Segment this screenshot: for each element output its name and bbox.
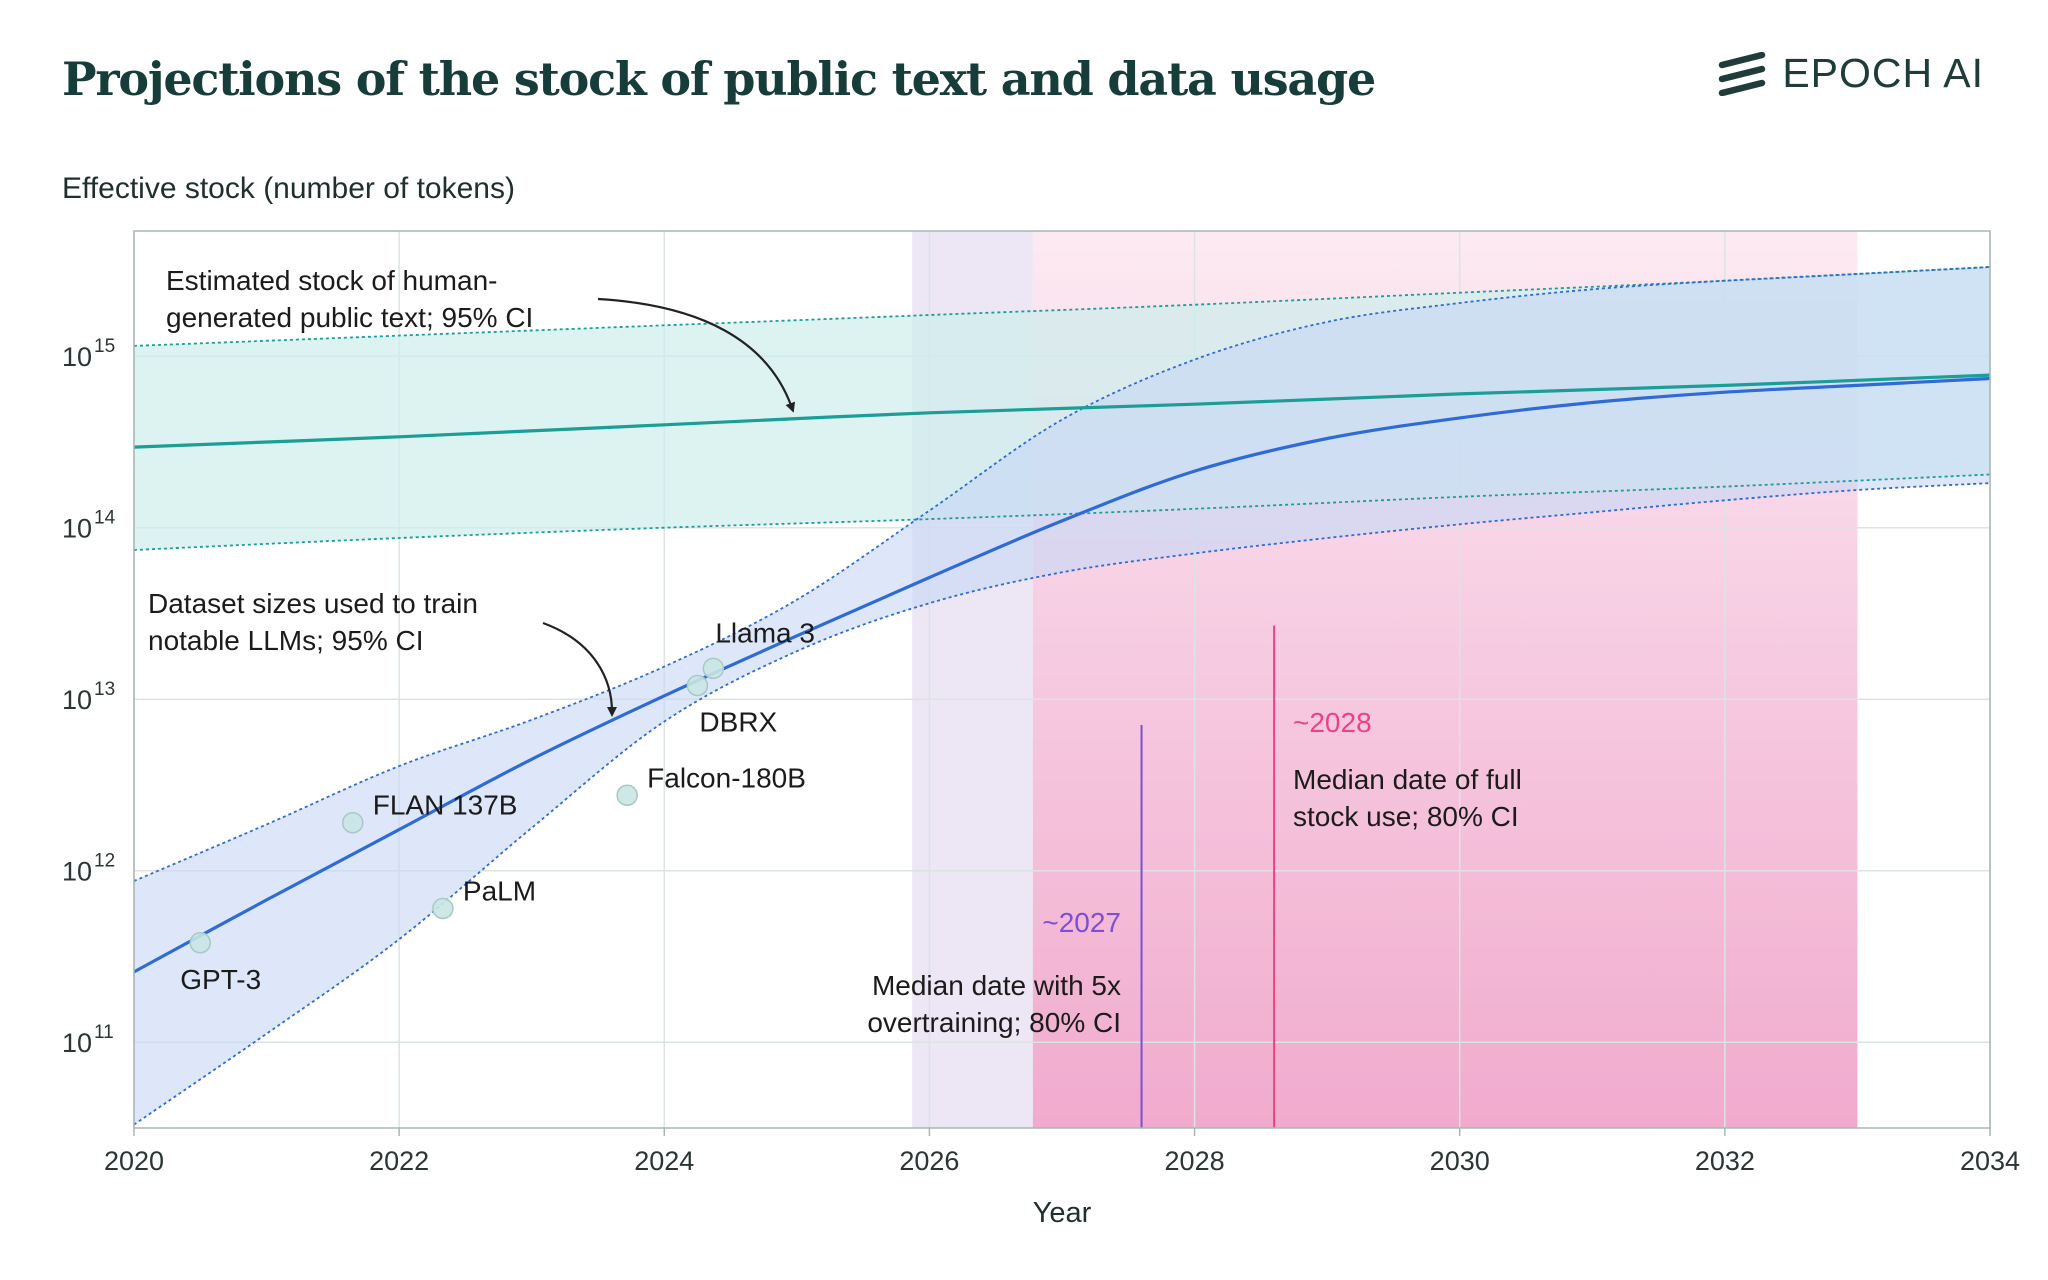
stock-annotation-line1: Estimated stock of human- <box>166 265 497 296</box>
page-title: Projections of the stock of public text … <box>62 52 1376 106</box>
x-tick-label-2022: 2022 <box>369 1146 429 1176</box>
model-label-llama-3: Llama 3 <box>715 617 815 648</box>
model-label-flan-137b: FLAN 137B <box>373 790 518 821</box>
fullstock-median-label: ~2028 <box>1293 707 1372 738</box>
y-axis-title: Effective stock (number of tokens) <box>62 172 515 205</box>
median-vlines: ~2027 ~2028 <box>1042 625 1372 1128</box>
dataset-annotation-line1: Dataset sizes used to train <box>148 588 478 619</box>
dataset-annotation-line2: notable LLMs; 95% CI <box>148 625 424 656</box>
x-tick-label-2026: 2026 <box>899 1146 959 1176</box>
x-tick-label-2028: 2028 <box>1165 1146 1225 1176</box>
epoch-logo-icon <box>1719 51 1766 96</box>
model-point-gpt-3 <box>189 932 212 954</box>
overtrain-annotation-line2: overtraining; 80% CI <box>867 1007 1121 1038</box>
y-tick-exponent-13: 13 <box>94 679 115 700</box>
dataset-upper-line <box>134 266 1990 882</box>
y-tick-label-15: 10 <box>62 342 92 372</box>
x-tick-label-2034: 2034 <box>1960 1146 2020 1176</box>
model-point-flan-137b <box>341 811 364 834</box>
model-label-dbrx: DBRX <box>699 707 777 738</box>
dataset-median-line <box>134 376 1990 974</box>
model-label-falcon-180b: Falcon-180B <box>647 762 806 793</box>
model-point-dbrx <box>686 674 709 697</box>
model-label-gpt-3: GPT-3 <box>180 964 261 995</box>
y-tick-label-11: 10 <box>62 1028 92 1058</box>
x-axis-ticks: 2020 2022 2024 2026 2028 2030 2032 2034 <box>104 1128 2020 1176</box>
stock-annotation-arrow <box>597 297 796 413</box>
y-tick-label-12: 10 <box>62 857 92 887</box>
x-tick-label-2024: 2024 <box>634 1146 694 1176</box>
model-label-palm: PaLM <box>463 875 536 906</box>
fullstock-annotation-line1: Median date of full <box>1293 764 1522 795</box>
model-point-llama-3 <box>702 657 725 680</box>
plot-frame <box>133 230 1991 1129</box>
overtrain-median-label: ~2027 <box>1042 907 1121 938</box>
x-tick-label-2032: 2032 <box>1695 1146 1755 1176</box>
brand-logo[interactable]: EPOCH AI <box>1718 50 1984 97</box>
x-tick-label-2020: 2020 <box>104 1146 164 1176</box>
model-points: GPT-3 FLAN 137B PaLM Falcon-180B DBRX Llama 3 <box>180 617 815 994</box>
series-lines <box>134 266 1990 1126</box>
x-axis-title: Year <box>1033 1197 1092 1229</box>
overtrain-annotation-line1: Median date with 5x <box>872 970 1121 1001</box>
y-tick-exponent-12: 12 <box>94 851 115 872</box>
brand-name: EPOCH AI <box>1782 50 1984 96</box>
y-tick-label-14: 10 <box>62 514 92 544</box>
y-tick-exponent-15: 15 <box>94 336 115 357</box>
fullstock-annotation-line2: stock use; 80% CI <box>1293 801 1519 832</box>
y-tick-exponent-14: 14 <box>94 508 116 529</box>
model-point-palm <box>432 897 454 920</box>
y-tick-exponent-11: 11 <box>94 1022 114 1043</box>
dataset-annotation-arrow <box>542 621 617 717</box>
stock-median-line <box>134 373 1990 449</box>
x-tick-label-2030: 2030 <box>1430 1146 1490 1176</box>
model-point-falcon-180b <box>616 784 638 807</box>
dataset-ci-band <box>134 267 1990 1125</box>
stock-annotation-line2: generated public text; 95% CI <box>166 302 533 333</box>
y-tick-label-13: 10 <box>62 685 92 715</box>
